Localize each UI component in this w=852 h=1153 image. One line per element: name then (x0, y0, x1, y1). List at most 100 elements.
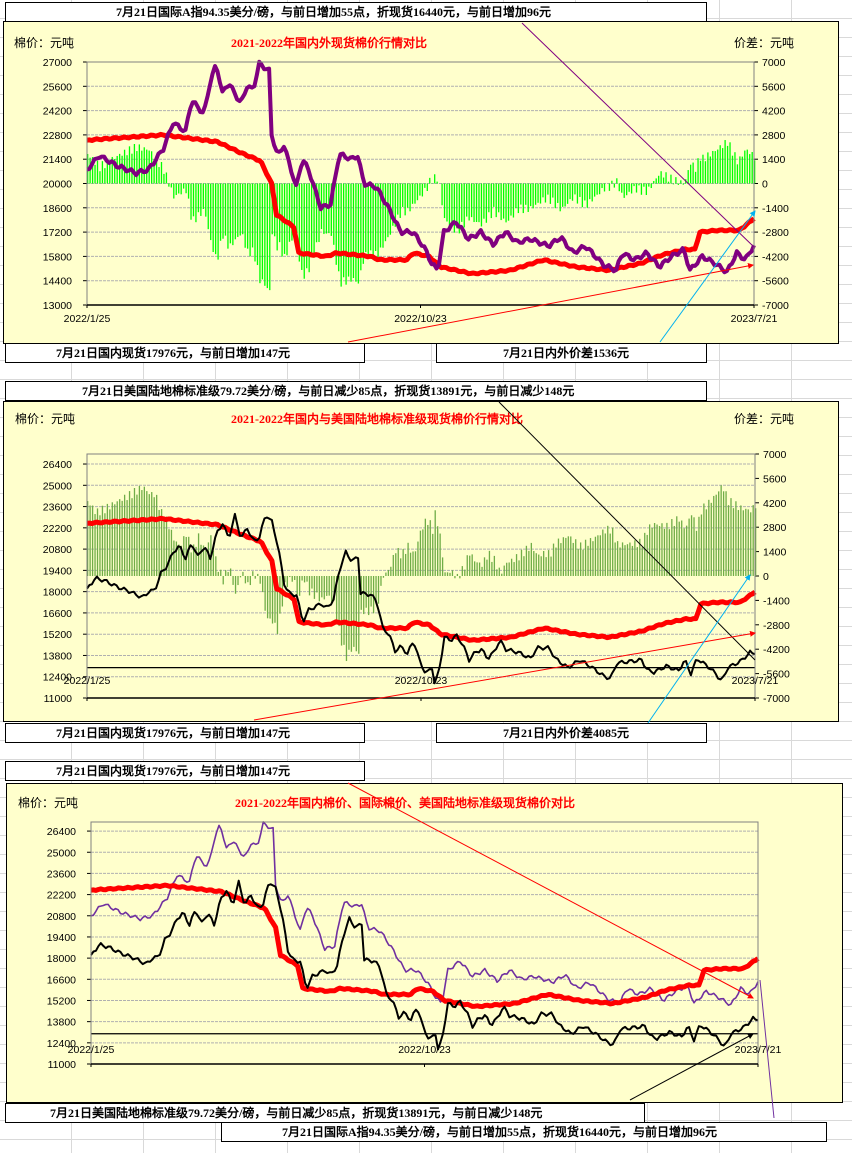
spread-bar (685, 525, 688, 576)
spread-bar (692, 162, 694, 184)
spread-bar (527, 183, 529, 212)
spread-bar (397, 183, 399, 215)
y-tick-label: 20800 (43, 544, 72, 556)
spread-bar (382, 183, 384, 248)
spread-bar (502, 183, 505, 219)
spread-bar (456, 573, 459, 576)
spread-bar (687, 170, 689, 184)
spread-bar (288, 183, 291, 242)
spread-bar (200, 183, 202, 216)
x-tick-label: 2022/10/23 (395, 675, 448, 687)
spread-bar (466, 555, 468, 576)
spread-bar (387, 183, 389, 238)
spread-bar (222, 183, 224, 239)
spread-bar (619, 547, 621, 576)
spread-bar (271, 183, 273, 235)
spread-bar (234, 183, 236, 240)
spread-bar (673, 525, 675, 576)
spread-bar (437, 526, 439, 576)
spread-bar (187, 183, 190, 199)
spread-bar (205, 183, 207, 217)
spread-bar (528, 550, 530, 576)
spread-bar (109, 509, 111, 576)
series-line-domestic (86, 515, 757, 643)
spread-bar (232, 183, 234, 246)
spread-bar (416, 183, 419, 201)
spread-bar (690, 164, 692, 184)
spread-bar (475, 183, 478, 222)
spread-bar (259, 576, 261, 584)
spread-bar (229, 568, 232, 576)
y-tick-label: 15200 (43, 629, 72, 641)
spread-bar (165, 172, 168, 184)
us-caption-bottom: 7月21日美国陆地棉标准级79.72美分/磅，与前日减少85点，折现货13891… (5, 1103, 645, 1123)
spread-bar (237, 576, 239, 586)
spread-bar (510, 558, 513, 576)
spread-bar (150, 151, 153, 184)
spread-bar (298, 576, 301, 596)
spread-bar (755, 508, 757, 576)
spread-bar (734, 152, 736, 184)
spread-bar (571, 183, 574, 201)
spread-bar (607, 525, 609, 576)
spread-bar (407, 542, 409, 576)
spread-bar (402, 183, 404, 207)
y-tick-label: 18600 (43, 203, 72, 215)
left-axis-unit: 棉价：元吨 (14, 36, 75, 50)
spread-bar (461, 183, 463, 222)
spread-bar (630, 183, 633, 194)
spread-bar (695, 530, 698, 576)
y-tick-label: 23600 (43, 502, 72, 514)
spread-bar (202, 183, 204, 209)
spread-bar (362, 183, 364, 264)
spread-bar (308, 183, 310, 273)
x-tick-label: 2022/1/25 (64, 313, 111, 325)
spread-bar (89, 505, 91, 576)
spread-bar (702, 154, 704, 184)
spread-bar (724, 140, 726, 184)
spread-bar (121, 500, 123, 576)
spread-bar (399, 183, 401, 218)
y2-tick-label: 2800 (763, 522, 787, 534)
spread-bar (608, 183, 611, 191)
spread-bar (562, 537, 565, 576)
spread-bar (493, 183, 495, 207)
spread-bar (752, 505, 754, 576)
spread-bar (313, 576, 316, 599)
y2-tick-label: 2800 (762, 130, 786, 142)
domestic-caption-3: 7月21日国内现货17976元，与前日增加147元 (5, 761, 365, 781)
spread-bar (153, 159, 155, 184)
spread-bar (694, 171, 697, 184)
spread-bar (276, 576, 279, 635)
spread-bar (291, 576, 293, 582)
spread-bar (726, 145, 729, 184)
spread-bar (656, 524, 658, 576)
spread-bar (316, 576, 318, 593)
spread-bar (441, 557, 444, 576)
spread-bar (254, 183, 256, 262)
spread-bar (374, 183, 377, 251)
spread-bar (458, 183, 460, 234)
spread-bar (330, 183, 332, 236)
spread-bar (655, 178, 657, 184)
spread-bar (722, 491, 725, 576)
spread-bar (624, 545, 626, 576)
spread-bar (469, 555, 471, 576)
spread-bar (567, 536, 569, 576)
spread-bar (429, 177, 431, 184)
spread-bar (512, 183, 515, 218)
spread-bar (101, 505, 104, 576)
spread-bar (303, 183, 305, 279)
chart-panel-3[interactable]: 棉价：元吨 2021-2022年国内棉价、国际棉价、美国陆地标准级现货棉价对比 (6, 783, 843, 1103)
spread-bar (146, 149, 148, 184)
y2-tick-label: 1400 (763, 547, 787, 559)
spread-bar (212, 183, 214, 253)
spread-bar (96, 508, 99, 576)
spread-bar (508, 562, 510, 576)
spread-bar (481, 566, 483, 576)
chart-2: 11000 12400 13800 15200 16600 18000 19400 20800… (43, 449, 790, 705)
spread-bar (94, 164, 96, 184)
spread-bar (645, 183, 648, 196)
spread-bar (614, 542, 616, 576)
spread-bar (566, 183, 569, 204)
